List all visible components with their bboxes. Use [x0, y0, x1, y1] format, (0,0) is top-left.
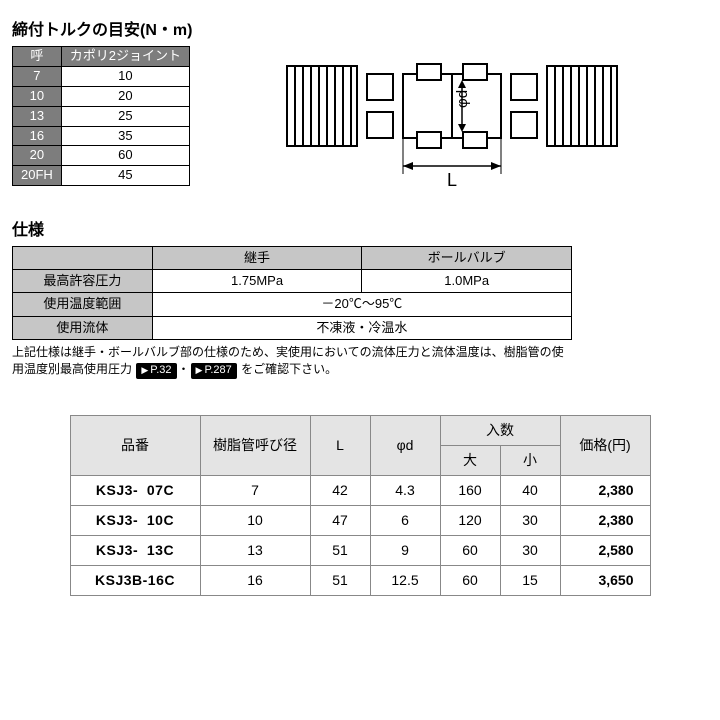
spec-header-joint: 継手	[152, 247, 362, 270]
spec-row-label: 使用流体	[13, 316, 153, 339]
table-row: 1635	[13, 126, 190, 146]
product-dia: 7	[200, 475, 310, 505]
torque-table: 呼 カポリ2ジョイント 710 1020 1325 1635 2060 20FH…	[12, 46, 190, 186]
table-row: 呼 カポリ2ジョイント	[13, 47, 190, 67]
table-row: KSJ3- 07C 7 42 4.3 160 40 2,380	[70, 475, 650, 505]
product-header-qty-small: 小	[500, 445, 560, 475]
spec-header-valve: ボールバルブ	[362, 247, 572, 270]
product-pn: KSJ3- 10C	[70, 505, 200, 535]
product-header-dia: 樹脂管呼び径	[200, 415, 310, 475]
torque-key: 16	[13, 126, 62, 146]
product-d: 6	[370, 505, 440, 535]
fitting-svg: φd L	[267, 46, 647, 196]
table-row: 20FH45	[13, 166, 190, 186]
product-big: 60	[440, 535, 500, 565]
top-row: 呼 カポリ2ジョイント 710 1020 1325 1635 2060 20FH…	[12, 46, 708, 196]
torque-val: 60	[61, 146, 189, 166]
product-l: 51	[310, 565, 370, 595]
spec-cell: －20℃～95℃	[152, 293, 571, 316]
torque-val: 20	[61, 86, 189, 106]
torque-key: 13	[13, 106, 62, 126]
spec-header-blank	[13, 247, 153, 270]
product-price: 3,650	[560, 565, 650, 595]
table-row: KSJ3B-16C 16 51 12.5 60 15 3,650	[70, 565, 650, 595]
spec-cell: 不凍液・冷温水	[152, 316, 571, 339]
product-header-price: 価格(円)	[560, 415, 650, 475]
product-d: 4.3	[370, 475, 440, 505]
product-small: 30	[500, 505, 560, 535]
torque-key: 20FH	[13, 166, 62, 186]
product-header-qty: 入数	[440, 415, 560, 445]
product-big: 160	[440, 475, 500, 505]
product-d: 12.5	[370, 565, 440, 595]
product-big: 60	[440, 565, 500, 595]
torque-val: 25	[61, 106, 189, 126]
product-price: 2,380	[560, 475, 650, 505]
product-l: 42	[310, 475, 370, 505]
torque-title: 締付トルクの目安(N・m)	[12, 16, 708, 40]
table-row: 1020	[13, 86, 190, 106]
pill-sep: ・	[178, 362, 190, 376]
page-ref-pill: P.287	[191, 363, 237, 378]
torque-header-joint: カポリ2ジョイント	[61, 47, 189, 67]
diagram-d-label: φd	[454, 90, 471, 108]
torque-val: 35	[61, 126, 189, 146]
torque-header-call: 呼	[13, 47, 62, 67]
table-row: 1325	[13, 106, 190, 126]
diagram-l-label: L	[447, 170, 457, 190]
spec-title: 仕様	[12, 216, 708, 240]
table-row: 使用温度範囲 －20℃～95℃	[13, 293, 572, 316]
product-big: 120	[440, 505, 500, 535]
page-ref-pill: P.32	[136, 363, 176, 378]
fitting-diagram: φd L	[206, 46, 708, 196]
spec-note: 上記仕様は継手・ボールバルブ部の仕様のため、実使用においての流体圧力と流体温度は…	[12, 344, 572, 379]
product-d: 9	[370, 535, 440, 565]
table-row: KSJ3- 13C 13 51 9 60 30 2,580	[70, 535, 650, 565]
product-table: 品番 樹脂管呼び径 L φd 入数 価格(円) 大 小 KSJ3- 07C 7 …	[70, 415, 651, 596]
product-dia: 10	[200, 505, 310, 535]
product-header-pn: 品番	[70, 415, 200, 475]
table-row: 710	[13, 66, 190, 86]
product-header-d: φd	[370, 415, 440, 475]
product-dia: 16	[200, 565, 310, 595]
product-small: 40	[500, 475, 560, 505]
table-row: 品番 樹脂管呼び径 L φd 入数 価格(円)	[70, 415, 650, 445]
spec-cell: 1.75MPa	[152, 270, 362, 293]
product-pn: KSJ3- 13C	[70, 535, 200, 565]
table-row: 最高許容圧力 1.75MPa 1.0MPa	[13, 270, 572, 293]
table-row: KSJ3- 10C 10 47 6 120 30 2,380	[70, 505, 650, 535]
table-row: 使用流体 不凍液・冷温水	[13, 316, 572, 339]
torque-key: 20	[13, 146, 62, 166]
product-pn: KSJ3- 07C	[70, 475, 200, 505]
torque-key: 10	[13, 86, 62, 106]
product-l: 47	[310, 505, 370, 535]
note-post: をご確認下さい。	[241, 362, 337, 376]
product-l: 51	[310, 535, 370, 565]
spec-table: 継手 ボールバルブ 最高許容圧力 1.75MPa 1.0MPa 使用温度範囲 －…	[12, 246, 572, 340]
product-header-l: L	[310, 415, 370, 475]
product-price: 2,580	[560, 535, 650, 565]
torque-key: 7	[13, 66, 62, 86]
spec-row-label: 使用温度範囲	[13, 293, 153, 316]
product-dia: 13	[200, 535, 310, 565]
product-small: 30	[500, 535, 560, 565]
torque-val: 45	[61, 166, 189, 186]
product-small: 15	[500, 565, 560, 595]
torque-val: 10	[61, 66, 189, 86]
spec-row-label: 最高許容圧力	[13, 270, 153, 293]
product-pn: KSJ3B-16C	[70, 565, 200, 595]
spec-cell: 1.0MPa	[362, 270, 572, 293]
product-price: 2,380	[560, 505, 650, 535]
product-header-qty-big: 大	[440, 445, 500, 475]
table-row: 継手 ボールバルブ	[13, 247, 572, 270]
table-row: 2060	[13, 146, 190, 166]
